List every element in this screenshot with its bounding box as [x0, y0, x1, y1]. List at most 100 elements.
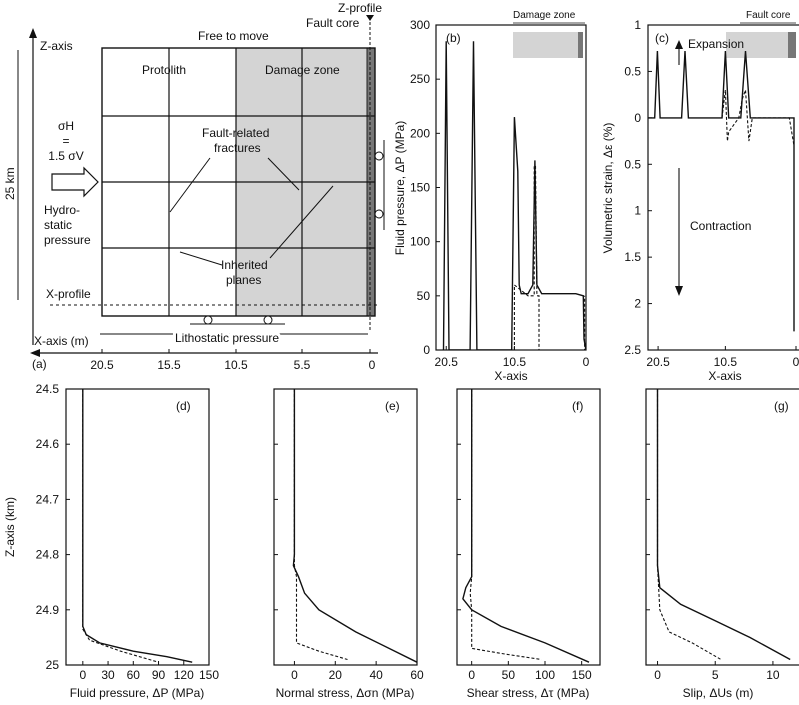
panel-e-label: (e): [385, 399, 400, 413]
x-tick-5-5: 5.5: [294, 358, 311, 372]
y-tick-label: 0.5: [624, 64, 641, 78]
x-tick-label: 20.5: [435, 355, 459, 369]
c-series-dashed-1: [721, 89, 795, 146]
free-to-move-label: Free to move: [198, 29, 269, 43]
z-profile-label: Z-profile: [338, 1, 382, 15]
x-tick-label: 60: [410, 668, 424, 682]
panel-b-series: [442, 41, 586, 350]
panel-f-series: [462, 389, 590, 663]
panel-c-inset-label: Fault core: [746, 10, 791, 21]
x-axis-ticks: [101, 349, 371, 353]
x-tick-label: 10.5: [714, 355, 738, 369]
damage-zone-label: Damage zone: [265, 63, 340, 77]
x-tick-label: 0: [793, 355, 799, 369]
y-tick-label: 1.5: [624, 250, 641, 264]
x-tick-label: 0: [79, 668, 86, 682]
panel-b-xticks: 20.5 10.5 0: [435, 346, 590, 369]
x-tick-label: 150: [199, 668, 219, 682]
panel-b-label: (b): [446, 31, 461, 45]
y-tick-label: 24.9: [36, 603, 60, 617]
y-tick-label: 25: [46, 658, 60, 672]
panel-c-xlabel: X-axis: [708, 369, 741, 383]
x-axis-arrowhead: [30, 349, 40, 357]
roller-bottom-1: [203, 315, 213, 325]
y-tick-label: 24.7: [36, 492, 60, 506]
panel-c-ylabel: Volumetric strain, Δε (%): [601, 123, 615, 254]
y-tick-label: 0.5: [624, 157, 641, 171]
panel-b-fluid-pressure-x: Damage zone (b) Fluid pressure, ΔP (MPa)…: [393, 10, 590, 383]
fault-zone-inset: [726, 32, 796, 58]
x-tick-label: 60: [127, 668, 141, 682]
x-tick-label: 0: [468, 668, 475, 682]
panel-f-xlabel: Shear stress, Δτ (MPa): [467, 686, 590, 700]
x-tick-label: 10: [766, 668, 780, 682]
y-tick-label: 24.6: [36, 437, 60, 451]
x-tick-label: 10.5: [503, 355, 527, 369]
panel-g-frame: [645, 388, 799, 666]
panel-g-series: [656, 389, 791, 661]
panel-c-xticks: 20.5 10.5 0: [646, 346, 799, 369]
panel-b-inset-label: Damage zone: [513, 10, 576, 21]
panel-g-xticks: 0 5 10: [654, 661, 780, 682]
panel-b-ylabel: Fluid pressure, ΔP (MPa): [393, 121, 407, 256]
z-axis-title: Z-axis: [40, 39, 73, 53]
panel-f-xticks: 0 50 100 150: [468, 661, 592, 682]
d-series-solid-0: [82, 389, 193, 663]
inherited-leader-1: [179, 251, 223, 266]
fractures-leader-2: [267, 157, 300, 191]
y-tick-label: 24.5: [36, 382, 60, 396]
panel-f-yticks: [457, 388, 461, 666]
hydrostatic-label-1: Hydro-: [44, 203, 80, 217]
y-tick-label: 1: [634, 204, 641, 218]
panel-c-volumetric-strain: Fault core (c) Expansion Contraction Vol…: [601, 10, 799, 383]
panel-c-frame: [647, 24, 799, 351]
b-series-solid-0: [442, 41, 586, 350]
panel-e-frame: [273, 388, 418, 666]
panel-e-normal-stress: (e) Normal stress, Δσn (MPa) 0 20 40 60: [273, 388, 424, 700]
panel-e-xticks: 0 20 40 60: [291, 661, 424, 682]
fault-core-label: Fault core: [306, 16, 360, 30]
x-tick-label: 5: [712, 668, 719, 682]
g-series-dashed-1: [656, 389, 722, 660]
y-tick-label: 100: [410, 235, 430, 249]
panel-c-label: (c): [655, 31, 669, 45]
x-tick-label: 150: [572, 668, 592, 682]
panel-d-frame: [65, 388, 210, 666]
z-axis-arrowhead: [29, 28, 37, 38]
x-tick-label: 90: [152, 668, 166, 682]
panel-g-slip: (g) Slip, ΔUs (m) 0 5 10: [645, 388, 799, 700]
fault-core-inset: [578, 32, 583, 58]
fault-core-inset-c: [788, 32, 796, 58]
y-tick-label: 0: [634, 111, 641, 125]
contraction-label: Contraction: [690, 219, 751, 233]
hydrostatic-label-2: static: [44, 218, 72, 232]
stress-label-1: σH: [58, 119, 74, 133]
x-tick-label: 40: [369, 668, 383, 682]
fractures-leader-1: [169, 157, 211, 213]
z-profile-marker-icon: [366, 15, 374, 21]
b-series-dashed-1: [513, 165, 586, 350]
panel-d-label: (d): [176, 399, 191, 413]
fractures-label-2: fractures: [214, 141, 261, 155]
y-tick-label: 300: [410, 18, 430, 32]
c-series-solid-0: [648, 50, 795, 332]
y-tick-label: 24.8: [36, 548, 60, 562]
x-tick-10-5: 10.5: [224, 358, 248, 372]
panel-b-yticks: 0 50 100 150 200 250 300: [410, 18, 440, 357]
stress-label-3: 1.5 σV: [48, 149, 83, 163]
roller-right-2: [374, 209, 384, 219]
panel-f-shear-stress: (f) Shear stress, Δτ (MPa) 0 50 100 150: [456, 388, 601, 700]
y-tick-label: 250: [410, 72, 430, 86]
x-tick-20-5: 20.5: [90, 358, 114, 372]
y-tick-label: 2.5: [624, 343, 641, 357]
panel-b-frame: [435, 24, 587, 351]
x-profile-label: X-profile: [46, 287, 91, 301]
panel-g-xlabel: Slip, ΔUs (m): [683, 686, 754, 700]
y-tick-label: 2: [634, 297, 641, 311]
panel-a-schematic: (a) Z-axis 25 km σH = 1.5 σV Hydro- stat…: [3, 1, 385, 372]
stress-arrow-icon: [51, 166, 99, 198]
expansion-label: Expansion: [688, 37, 744, 51]
d-series-dashed-1: [82, 389, 159, 663]
inherited-leader-2: [269, 185, 334, 259]
